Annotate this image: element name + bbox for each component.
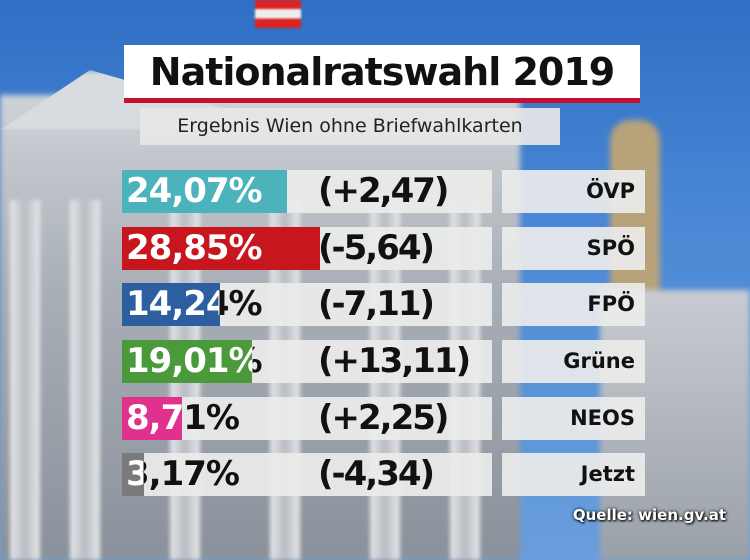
column-image <box>10 200 40 560</box>
value-label: 28,85% <box>126 228 263 268</box>
change-label: (+13,11) <box>318 341 471 381</box>
chart-subtitle: Ergebnis Wien ohne Briefwahlkarten <box>140 108 560 145</box>
party-label: Grüne <box>502 340 645 383</box>
value-label: 8,71% <box>126 398 240 438</box>
change-label: (-4,34) <box>318 454 435 494</box>
value-label: 14,24% <box>126 284 263 324</box>
value-label: 3,17% <box>126 454 240 494</box>
change-label: (+2,25) <box>318 398 449 438</box>
value-label: 19,01% <box>126 341 263 381</box>
bar <box>122 397 182 440</box>
party-label: Jetzt <box>502 453 645 496</box>
bar-row-4: 8,71% (+2,25) <box>122 397 492 440</box>
change-label: (-7,11) <box>318 284 435 324</box>
bar-row-3: 19,01% (+13,11) <box>122 340 492 383</box>
chart-title: Nationalratswahl 2019 <box>124 45 640 103</box>
bar <box>122 170 288 213</box>
bar <box>122 453 144 496</box>
bar <box>122 283 220 326</box>
bar <box>122 340 253 383</box>
value-label: 24,07% <box>126 171 263 211</box>
party-label: ÖVP <box>502 170 645 213</box>
party-label: NEOS <box>502 397 645 440</box>
party-label: SPÖ <box>502 227 645 270</box>
change-label: (-5,64) <box>318 228 435 268</box>
source-note: Quelle: wien.gv.at <box>572 506 726 524</box>
change-label: (+2,47) <box>318 171 449 211</box>
column-image <box>70 200 100 560</box>
party-label: FPÖ <box>502 283 645 326</box>
bar-row-1: 28,85% (-5,64) <box>122 227 492 270</box>
bar-row-2: 14,24% (-7,11) <box>122 283 492 326</box>
flag-image <box>255 0 301 28</box>
bar <box>122 227 320 270</box>
bar-row-0: 24,07% (+2,47) <box>122 170 492 213</box>
bar-row-5: 3,17% (-4,34) <box>122 453 492 496</box>
